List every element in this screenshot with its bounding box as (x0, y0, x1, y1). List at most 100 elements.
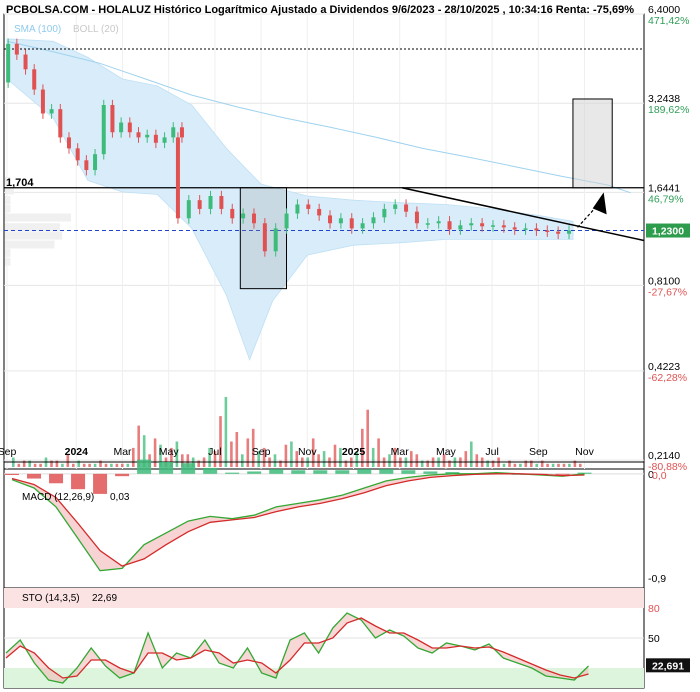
volume-bar (153, 438, 157, 467)
macd-histogram-bar (137, 459, 152, 474)
macd-histogram-bar (269, 469, 284, 474)
x-tick-label: Mar (113, 446, 132, 458)
volume-profile-bar (5, 240, 55, 249)
volume-bar (366, 409, 369, 467)
candle-body (534, 228, 539, 231)
price-tick-label: 6,4000 (648, 4, 680, 16)
macd-histogram-bar (577, 472, 592, 474)
sto-fill (6, 613, 589, 683)
volume-bar (33, 463, 37, 467)
candle-body (480, 223, 485, 227)
volume-bar (55, 460, 59, 467)
volume-bar (159, 444, 162, 467)
macd-histogram-bar (93, 473, 108, 494)
volume-bar (77, 460, 80, 467)
current-price-badge (646, 223, 690, 238)
volume-bar (426, 460, 429, 467)
volume-bar (295, 451, 299, 467)
volume-bar (513, 463, 517, 467)
price-tick-pct: -80,88% (648, 461, 687, 473)
price-tick-pct: 471,42% (648, 15, 689, 27)
macd-histogram-bar (291, 470, 306, 474)
volume-profile-bar (5, 231, 63, 240)
volume-bar (502, 463, 506, 467)
candle-body (171, 127, 176, 138)
volume-bar (115, 463, 119, 467)
candle-body (567, 230, 572, 234)
volume-profile-bar (5, 196, 11, 204)
volume-bar (442, 454, 446, 467)
candle-body (436, 221, 441, 224)
level-label: 1,704 (6, 177, 34, 189)
volume-bar (219, 416, 222, 467)
candle-body (295, 204, 300, 214)
candle-body (317, 208, 322, 216)
candle-body (523, 228, 528, 230)
volume-bar (132, 447, 135, 467)
volume-bar (126, 463, 130, 467)
macd-histogram-bar (71, 473, 86, 490)
volume-bar (66, 454, 70, 467)
volume-bar (524, 460, 528, 467)
macd-panel: 00,0 -0,9 MACD (12,26,9) 0,03 (3, 459, 667, 593)
candle-body (371, 217, 376, 224)
macd-histogram-bar (313, 470, 328, 474)
macd-histogram-bar (247, 471, 262, 474)
volume-bar (241, 454, 244, 467)
candle-body (110, 105, 115, 133)
volume-bar (339, 447, 342, 467)
candle-body (66, 137, 71, 149)
sto-current-badge (646, 658, 690, 673)
macd-histogram-bar (159, 462, 174, 474)
candle-body (119, 122, 124, 133)
x-tick-label: Sep (529, 446, 548, 458)
x-tick-label: Nov (575, 446, 594, 458)
candle-body (49, 109, 54, 114)
candle-body (512, 227, 517, 230)
volume-profile-bar (5, 248, 11, 257)
volume-bar (388, 454, 391, 467)
x-tick-label: May (159, 446, 180, 458)
macd-histogram-bar (401, 470, 416, 474)
candle-body (273, 228, 278, 252)
price-tick-pct: -27,67% (648, 286, 687, 298)
sto-panel: 80 50 22,691 STO (14,3,5) 22,69 (3, 587, 690, 689)
volume-bar (121, 463, 124, 467)
volume-bar (333, 444, 337, 467)
macd-tick-label: 0 (648, 469, 654, 481)
breakout-arrow-head (592, 192, 607, 215)
candle-body (458, 225, 463, 230)
macd-histogram-bar (379, 469, 394, 474)
candle-body (6, 43, 11, 83)
volume-bar (530, 460, 533, 467)
volume-bar (290, 441, 293, 467)
candle-body (262, 223, 267, 252)
volume-bar (22, 460, 26, 467)
volume-bar (322, 451, 326, 467)
candle-body (404, 204, 409, 212)
volume-bar (508, 460, 511, 467)
candle-body (40, 89, 45, 114)
volume-bar (551, 463, 555, 467)
volume-bar (99, 460, 102, 467)
volume-bar (72, 463, 75, 467)
price-tick-label: 3,2438 (648, 93, 680, 105)
candle-body (338, 218, 343, 224)
macd-histogram-bar (225, 472, 240, 474)
candle-body (349, 218, 354, 229)
x-tick-label: Jul (208, 446, 221, 458)
volume-bar (371, 447, 375, 467)
candle-body (136, 132, 141, 138)
volume-bar (420, 460, 424, 467)
price-legend: SMA (100) BOLL (20) (14, 24, 119, 35)
volume-bar (251, 428, 255, 467)
x-tick-label: Mar (391, 446, 410, 458)
target-box (572, 98, 613, 189)
volume-bar (568, 463, 571, 467)
volume-bar (93, 463, 97, 467)
volume-profile-bar (5, 257, 11, 266)
x-tick-label: 2025 (342, 446, 366, 458)
price-tick-label: 0,2140 (648, 450, 680, 462)
macd-tick-label-right: 0,0 (652, 470, 667, 482)
